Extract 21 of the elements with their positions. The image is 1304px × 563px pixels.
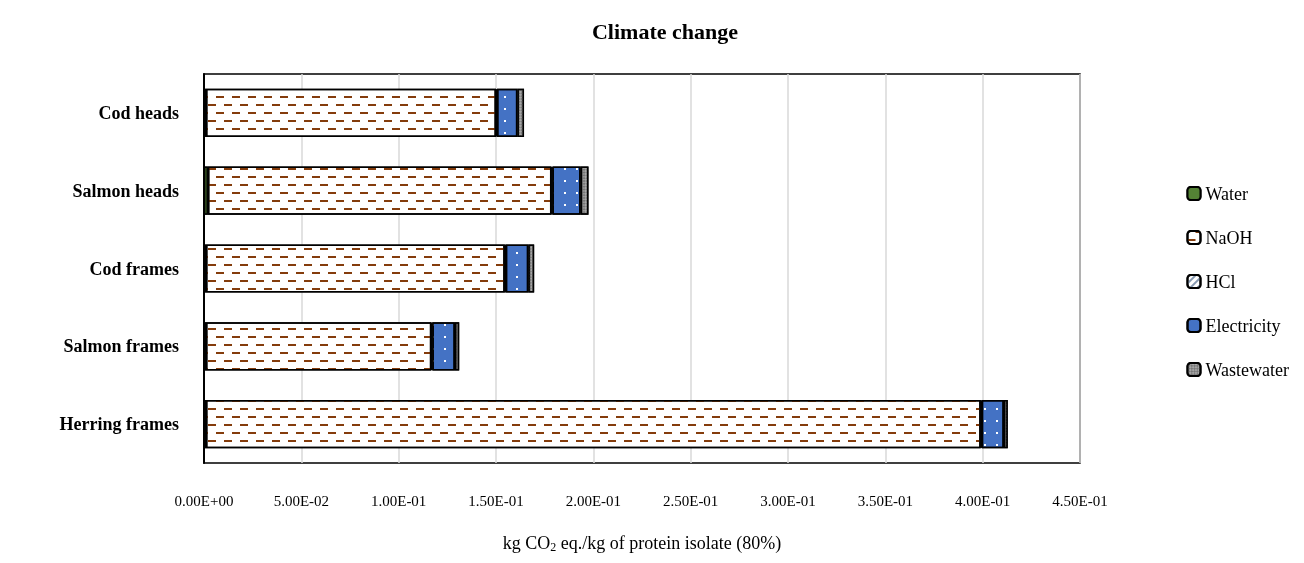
x-tick-label: 1.00E-01 bbox=[370, 492, 427, 509]
x-tick-label: 5.00E-02 bbox=[273, 492, 330, 509]
legend-label: NaOH bbox=[1205, 227, 1253, 248]
x-tick-label: 2.00E-01 bbox=[565, 492, 622, 509]
y-tick-label: Herring frames bbox=[59, 414, 179, 435]
y-tick-label: Cod heads bbox=[98, 102, 179, 123]
x-tick-label: 4.00E-01 bbox=[954, 492, 1011, 509]
y-tick-label: Cod frames bbox=[89, 258, 179, 279]
legend-label: Wastewater bbox=[1205, 359, 1290, 380]
x-tick-label: 1.50E-01 bbox=[468, 492, 524, 509]
x-tick-label: 3.50E-01 bbox=[857, 492, 914, 509]
x-tick-label: 4.50E-01 bbox=[1052, 492, 1108, 509]
x-tick-label: 3.00E-01 bbox=[760, 492, 816, 509]
x-tick-label: 0.00E+00 bbox=[174, 492, 234, 509]
legend-label: HCl bbox=[1205, 271, 1236, 292]
legend-label: Electricity bbox=[1205, 315, 1281, 336]
chart-title: Climate change bbox=[591, 18, 739, 44]
y-tick-label: Salmon heads bbox=[72, 180, 179, 201]
y-tick-label: Salmon frames bbox=[63, 336, 179, 357]
x-tick-label: 2.50E-01 bbox=[662, 492, 719, 509]
legend-label: Water bbox=[1205, 183, 1249, 204]
